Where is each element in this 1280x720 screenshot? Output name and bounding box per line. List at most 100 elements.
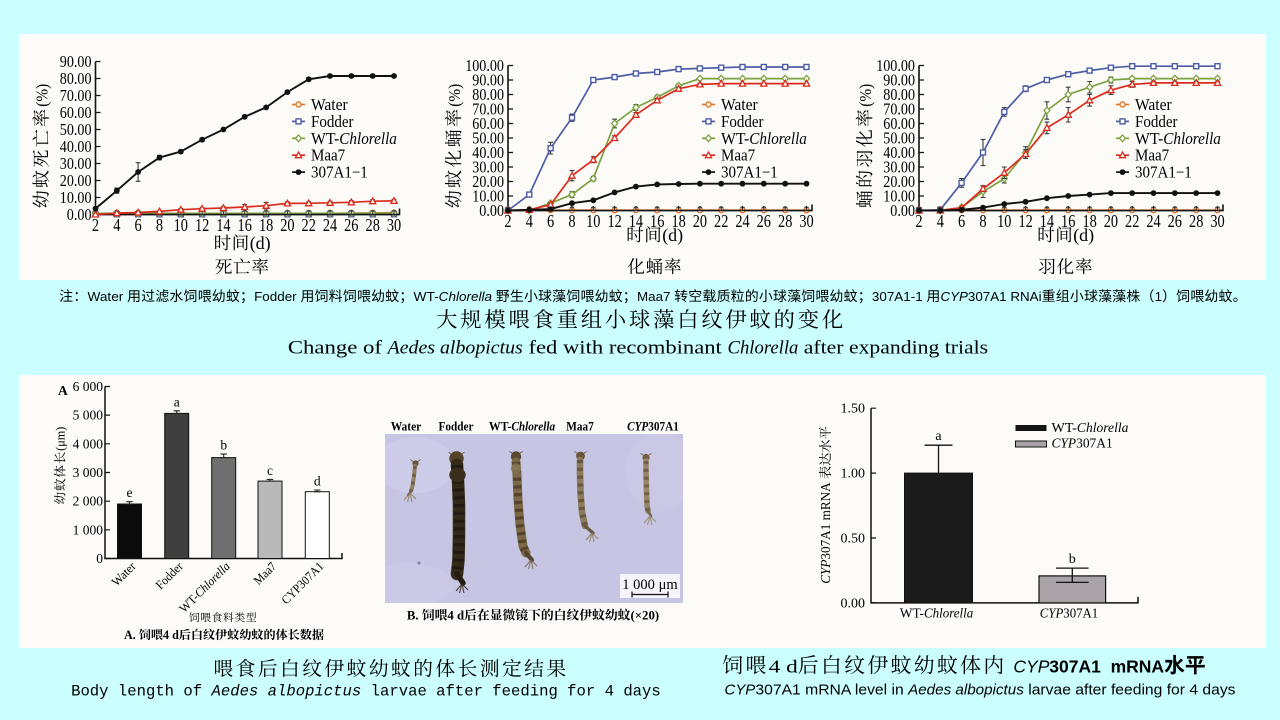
svg-text:WT-: WT-	[311, 129, 339, 148]
svg-text:12: 12	[607, 211, 621, 231]
svg-text:8: 8	[979, 211, 986, 231]
svg-text:Water: Water	[721, 95, 758, 114]
svg-text:16: 16	[1061, 211, 1076, 231]
svg-text:30.00: 30.00	[472, 158, 504, 177]
svg-text:e: e	[127, 485, 133, 500]
svg-text:20.00: 20.00	[883, 172, 915, 191]
svg-text:28: 28	[366, 215, 381, 235]
svg-text:after expanding trials: after expanding trials	[798, 339, 988, 359]
svg-text:Chlorella: Chlorella	[749, 129, 807, 148]
svg-text:Aedes albopictus: Aedes albopictus	[907, 682, 1024, 699]
svg-text:26: 26	[757, 211, 772, 231]
svg-text:80.00: 80.00	[883, 85, 915, 104]
svg-text:larvae after feeding for 4 day: larvae after feeding for 4 days	[1024, 682, 1236, 699]
svg-text:Water: Water	[311, 95, 348, 114]
svg-text:50.00: 50.00	[472, 129, 504, 148]
svg-text:WT-: WT-	[414, 289, 439, 304]
svg-text:(%): (%)	[33, 84, 52, 107]
svg-text:Aedes albopictus: Aedes albopictus	[211, 683, 362, 701]
svg-text:Fodder: Fodder	[254, 289, 300, 304]
svg-text:Chlorella: Chlorella	[1077, 421, 1129, 436]
svg-text:30: 30	[1210, 211, 1225, 231]
svg-text:b: b	[220, 438, 227, 453]
svg-text:4 d: 4 d	[769, 657, 798, 677]
svg-text:2: 2	[504, 211, 511, 231]
svg-text:18: 18	[259, 215, 274, 235]
svg-text:14: 14	[216, 215, 231, 235]
svg-text:Maa7: Maa7	[721, 146, 755, 165]
svg-text:1.50: 1.50	[841, 402, 866, 417]
svg-text:CYP: CYP	[1040, 606, 1064, 621]
svg-text:10.00: 10.00	[883, 187, 915, 206]
svg-text:307A1: 307A1	[1076, 437, 1113, 452]
svg-text:90.00: 90.00	[472, 71, 504, 90]
svg-text:0.50: 0.50	[841, 532, 866, 547]
svg-text:WT-: WT-	[489, 420, 512, 434]
svg-text:10.00: 10.00	[472, 187, 504, 206]
svg-text:Chlorella: Chlorella	[339, 129, 397, 148]
svg-text:larvae after feeding for 4 day: larvae after feeding for 4 days	[361, 683, 660, 701]
svg-text:Fodder: Fodder	[1135, 112, 1178, 131]
svg-text:2: 2	[915, 211, 922, 231]
svg-text:0.00: 0.00	[67, 205, 92, 224]
svg-text:0: 0	[96, 551, 103, 566]
svg-text:Aedes albopictus: Aedes albopictus	[385, 339, 522, 359]
svg-text:(×20): (×20)	[631, 609, 660, 623]
svg-text:12: 12	[1018, 211, 1032, 231]
svg-text:307A1: 307A1	[648, 420, 679, 434]
svg-text:70.00: 70.00	[883, 100, 915, 119]
svg-text:(d): (d)	[250, 233, 271, 254]
svg-text:70.00: 70.00	[60, 86, 92, 105]
svg-text:40.00: 40.00	[472, 143, 504, 162]
svg-text:Water: Water	[88, 289, 128, 304]
svg-text:b: b	[1069, 552, 1076, 567]
svg-text:Maa7: Maa7	[1135, 146, 1169, 165]
svg-text:3 000: 3 000	[73, 465, 104, 480]
svg-text:Chlorella: Chlorella	[439, 289, 492, 304]
svg-text:20.00: 20.00	[60, 171, 92, 190]
svg-text:WT-: WT-	[900, 606, 925, 621]
svg-text:Maa7: Maa7	[311, 146, 345, 165]
svg-text:WT-: WT-	[721, 129, 749, 148]
svg-text:Change of: Change of	[288, 339, 388, 359]
svg-text:10: 10	[997, 211, 1012, 231]
svg-text:22: 22	[302, 215, 316, 235]
svg-text:(d): (d)	[662, 225, 683, 246]
svg-text:Maa7: Maa7	[637, 289, 674, 304]
svg-text:10: 10	[586, 211, 601, 231]
svg-text:307A1 mRNA: 307A1 mRNA	[1049, 657, 1164, 677]
svg-text:A: A	[58, 383, 68, 398]
svg-text:16: 16	[238, 215, 253, 235]
svg-text:Body length of: Body length of	[71, 683, 211, 701]
svg-text:A.: A.	[124, 628, 139, 642]
svg-text:(μm): (μm)	[54, 427, 68, 451]
svg-text:Chlorella: Chlorella	[924, 606, 973, 621]
svg-text:CYP: CYP	[1052, 437, 1077, 452]
svg-text:6: 6	[135, 215, 142, 235]
svg-text:1: 1	[1155, 289, 1162, 304]
svg-text:Water: Water	[391, 420, 422, 434]
svg-text:20: 20	[280, 215, 295, 235]
svg-text:100.00: 100.00	[465, 56, 504, 75]
svg-text:16: 16	[650, 211, 665, 231]
svg-text:50.00: 50.00	[60, 120, 92, 139]
svg-text:60.00: 60.00	[472, 114, 504, 133]
svg-text:CYP: CYP	[725, 682, 756, 699]
svg-text:WT-: WT-	[1052, 421, 1078, 436]
svg-text:Water: Water	[1135, 95, 1172, 114]
svg-text:4 d: 4 d	[447, 609, 464, 623]
svg-text:18: 18	[671, 211, 686, 231]
svg-text:20: 20	[1104, 211, 1119, 231]
svg-text:4: 4	[526, 211, 533, 231]
svg-text:8: 8	[156, 215, 163, 235]
svg-text:Fodder: Fodder	[439, 420, 474, 434]
svg-text:6: 6	[547, 211, 554, 231]
svg-text:5 000: 5 000	[73, 408, 104, 423]
svg-text:70.00: 70.00	[472, 100, 504, 119]
svg-text:24: 24	[735, 211, 750, 231]
svg-text:4 000: 4 000	[73, 436, 104, 451]
svg-text:60.00: 60.00	[883, 114, 915, 133]
svg-text:10: 10	[174, 215, 189, 235]
svg-text:4: 4	[937, 211, 944, 231]
svg-text:20.00: 20.00	[472, 172, 504, 191]
